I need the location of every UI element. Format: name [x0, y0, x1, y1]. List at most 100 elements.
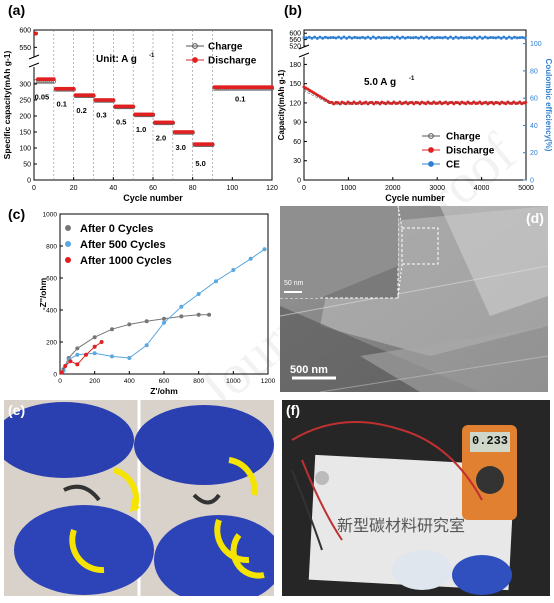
panel-a-label: (a) — [8, 2, 26, 18]
ce-point — [401, 35, 405, 39]
charge-point — [511, 101, 515, 105]
x-tick-label: 400 — [124, 378, 135, 385]
ce-point — [427, 36, 431, 40]
panel-c: (c) 0 200 400 600 800 1000 1200 0 200 400 600 800 10… — [0, 204, 280, 400]
y-tick-label: 550 — [19, 45, 31, 52]
y-tick-label: 600 — [46, 276, 57, 283]
ce-point — [366, 35, 370, 39]
axis-break-mark — [28, 62, 40, 68]
eis-point — [262, 247, 267, 252]
ce-point — [345, 36, 349, 40]
eis-point — [63, 364, 68, 368]
charge-point — [371, 101, 375, 105]
legend-label: Discharge — [208, 56, 257, 67]
y2-tick-label: 80 — [530, 68, 538, 75]
charge-point — [451, 101, 455, 105]
ce-point — [443, 35, 447, 39]
charge-point — [491, 101, 495, 105]
rate-label: 0.2 — [76, 106, 86, 115]
panel-d-label: (d) — [526, 210, 544, 226]
ce-point — [326, 36, 330, 40]
ce-point — [329, 36, 333, 40]
ce-point — [318, 35, 322, 39]
ce-point — [355, 36, 359, 40]
ce-point — [446, 36, 450, 40]
x-tick-label: 40 — [109, 185, 117, 192]
eis-point — [68, 359, 73, 364]
discharge-point — [190, 130, 195, 134]
rate-label: 5.0 A g — [364, 77, 396, 88]
x-tick-label: 120 — [266, 185, 278, 192]
legend-label: After 500 Cycles — [80, 239, 166, 251]
charge-point — [471, 101, 475, 105]
ce-point — [419, 35, 423, 39]
discharge-point — [504, 102, 508, 106]
y2-axis-title: Coulombic efficiency(%) — [544, 59, 553, 152]
eis-point — [110, 354, 114, 359]
ce-point — [449, 35, 453, 39]
discharge-point — [524, 100, 528, 104]
ce-point — [523, 36, 527, 40]
discharge-point — [364, 100, 368, 104]
ce-point — [520, 36, 524, 40]
ce-point — [491, 36, 495, 40]
eis-point — [196, 312, 201, 317]
legend-label: Charge — [446, 132, 481, 143]
rate-label: 0.1 — [235, 94, 245, 103]
ce-point — [385, 36, 389, 40]
ce-point — [433, 36, 437, 40]
eis-point — [196, 292, 201, 296]
x-tick-label: 100 — [226, 185, 238, 192]
charge-point — [347, 102, 351, 105]
x-tick-label: 5000 — [518, 185, 534, 192]
ce-point — [406, 35, 410, 39]
eis-point — [110, 327, 114, 332]
ce-point — [467, 35, 471, 39]
charge-point — [523, 101, 527, 105]
discharge-point — [424, 102, 428, 106]
y2-tick-label: 60 — [530, 96, 538, 103]
ce-point — [323, 35, 327, 39]
y-tick-label: 30 — [293, 158, 301, 165]
ce-point — [504, 36, 508, 40]
led-demo-drawing — [282, 400, 550, 596]
charge-point — [503, 101, 507, 105]
x-axis-title: Cycle number — [123, 193, 183, 203]
charge-point — [315, 95, 319, 98]
ce-point — [480, 36, 484, 40]
chart-c: 0 200 400 600 800 1000 1200 0 200 400 600 800 1000 Z'… — [38, 212, 276, 397]
ce-point — [331, 36, 335, 40]
charge-point — [439, 101, 443, 105]
ce-point — [321, 36, 325, 40]
ce-point — [315, 36, 319, 40]
discharge-point — [151, 112, 155, 117]
y-tick-label: 150 — [289, 81, 301, 88]
ce-point — [486, 36, 490, 40]
charge-point — [443, 101, 447, 105]
eis-point — [92, 335, 97, 340]
eis-point — [127, 356, 132, 360]
x-tick-label: 60 — [149, 185, 157, 192]
axis-break-mark — [28, 54, 40, 60]
charge-point — [479, 101, 483, 105]
y-tick-label: 120 — [289, 100, 301, 107]
y-tick-label: 100 — [19, 146, 31, 153]
x-tick-label: 0 — [58, 378, 62, 385]
y-tick-label: 400 — [46, 308, 57, 315]
charge-point — [435, 101, 439, 105]
rate-label: 0.1 — [57, 100, 67, 109]
charge-point — [359, 102, 363, 105]
x-tick-label: 20 — [70, 185, 78, 192]
ce-point — [459, 35, 463, 39]
ce-point — [302, 36, 306, 40]
y-tick-label: 180 — [289, 62, 301, 69]
axis-break-gap — [300, 47, 308, 57]
discharge-point — [404, 100, 408, 104]
y2-tick-label: 100 — [530, 41, 542, 48]
eis-point — [231, 268, 236, 272]
eis-point — [59, 370, 64, 375]
x-tick-label: 80 — [189, 185, 197, 192]
y-tick-label: 600 — [19, 28, 31, 35]
legend-marker — [192, 57, 198, 63]
ce-point — [395, 35, 399, 39]
